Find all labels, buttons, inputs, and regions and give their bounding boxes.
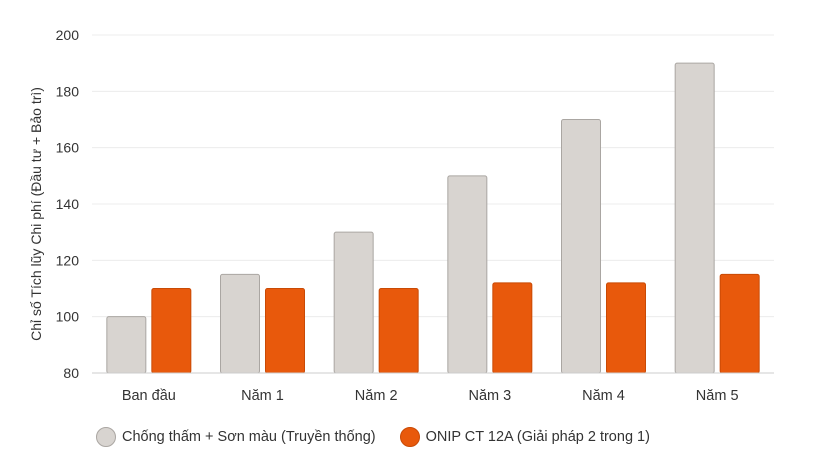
- bar-traditional-2[interactable]: [333, 231, 374, 374]
- legend-item-traditional[interactable]: Chống thấm + Sơn màu (Truyền thống): [96, 427, 376, 447]
- y-tick-label: 120: [56, 252, 80, 268]
- x-tick-label: Năm 5: [696, 388, 739, 404]
- legend-label-traditional: Chống thấm + Sơn màu (Truyền thống): [122, 429, 376, 445]
- x-tick-label: Ban đầu: [122, 388, 176, 404]
- y-tick-label: 180: [56, 83, 80, 99]
- bar-onip-5[interactable]: [719, 273, 760, 374]
- bar-traditional-1[interactable]: [220, 273, 260, 374]
- y-tick-label: 80: [63, 365, 79, 381]
- y-tick-label: 100: [56, 309, 80, 325]
- y-tick-label: 160: [56, 140, 80, 156]
- y-tick-label: 200: [56, 27, 80, 43]
- y-axis-label: Chỉ số Tích lũy Chi phí (Đầu tư + Bảo tr…: [28, 87, 44, 341]
- grid-lines: [92, 34, 774, 318]
- legend: Chống thấm + Sơn màu (Truyền thống) ONIP…: [96, 427, 674, 447]
- y-tick-label: 140: [56, 196, 80, 212]
- y-axis-ticks: 80 100 120 140 160 180 200: [56, 27, 80, 381]
- legend-swatch-traditional: [96, 427, 116, 447]
- x-tick-label: Năm 2: [355, 388, 398, 404]
- x-axis-ticks: Ban đầu Năm 1 Năm 2 Năm 3 Năm 4 Năm 5: [122, 388, 739, 404]
- legend-item-onip[interactable]: ONIP CT 12A (Giải pháp 2 trong 1): [399, 427, 650, 447]
- x-tick-label: Năm 4: [582, 388, 625, 404]
- legend-label-onip: ONIP CT 12A (Giải pháp 2 trong 1): [425, 429, 650, 445]
- bar-onip-2[interactable]: [378, 288, 419, 374]
- bar-onip-3[interactable]: [492, 282, 533, 374]
- bar-traditional-3[interactable]: [447, 175, 488, 374]
- bars: [106, 62, 760, 374]
- legend-swatch-onip: [399, 427, 420, 447]
- bar-traditional-5[interactable]: [674, 62, 715, 374]
- bar-onip-1[interactable]: [265, 288, 305, 374]
- bar-onip-0[interactable]: [151, 288, 192, 374]
- bar-onip-4[interactable]: [606, 282, 646, 374]
- x-tick-label: Năm 1: [241, 388, 284, 404]
- bar-traditional-4[interactable]: [561, 119, 601, 374]
- bar-traditional-0[interactable]: [106, 316, 147, 374]
- x-tick-label: Năm 3: [468, 388, 511, 404]
